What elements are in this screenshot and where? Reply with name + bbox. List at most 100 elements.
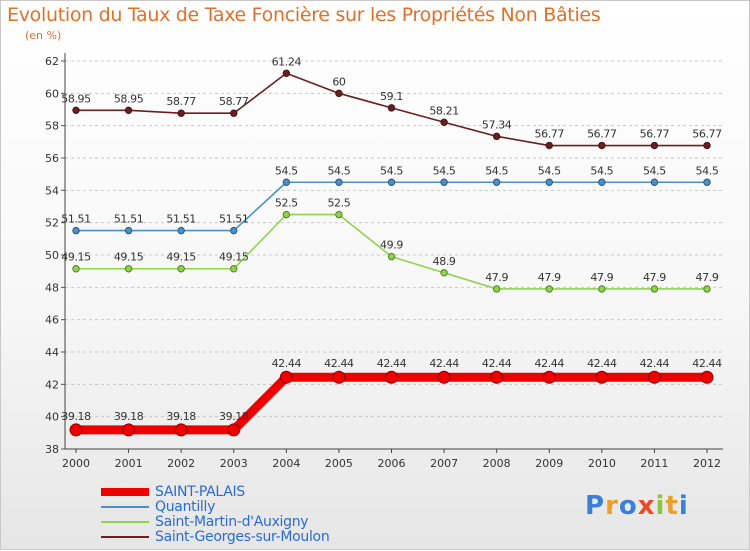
x-tick-label: 2003 — [220, 457, 248, 470]
data-label-saint-palais: 39.18 — [166, 410, 196, 423]
data-point-quantilly — [598, 178, 606, 186]
data-label-quantilly: 51.51 — [114, 213, 144, 226]
y-tick-label: 38 — [45, 443, 59, 456]
data-point-saint-georges-sur-moulon — [124, 106, 133, 115]
data-label-saint-martin-d-auxigny: 49.9 — [380, 239, 403, 252]
data-point-quantilly — [492, 178, 501, 186]
data-label-saint-palais: 42.44 — [587, 357, 617, 370]
data-label-quantilly: 54.5 — [327, 164, 350, 177]
data-point-saint-martin-d-auxigny — [650, 285, 659, 293]
data-point-saint-palais — [595, 370, 609, 384]
data-label-saint-georges-sur-moulon: 58.95 — [114, 92, 144, 105]
data-point-saint-palais — [385, 370, 398, 384]
x-tick-label: 2010 — [588, 457, 616, 470]
data-point-saint-georges-sur-moulon — [230, 109, 238, 117]
data-point-saint-palais — [437, 370, 451, 384]
data-point-saint-martin-d-auxigny — [124, 265, 133, 273]
data-label-saint-georges-sur-moulon: 59.1 — [380, 90, 403, 103]
data-label-saint-palais: 42.44 — [640, 357, 670, 370]
x-tick-label: 2006 — [378, 457, 406, 470]
logo-letter: P — [585, 491, 606, 521]
logo-letter: r — [605, 491, 619, 521]
x-tick-label: 2004 — [272, 457, 300, 470]
data-label-saint-martin-d-auxigny: 49.15 — [114, 251, 144, 264]
data-point-quantilly — [440, 178, 448, 186]
y-tick-label: 60 — [45, 87, 59, 100]
data-label-saint-martin-d-auxigny: 52.5 — [275, 197, 298, 210]
y-tick-label: 42 — [45, 378, 59, 391]
data-label-quantilly: 54.5 — [643, 164, 666, 177]
data-label-saint-georges-sur-moulon: 58.95 — [61, 92, 91, 105]
data-point-saint-georges-sur-moulon — [598, 141, 606, 150]
legend-label: Saint-Georges-sur-Moulon — [155, 529, 330, 545]
data-label-saint-martin-d-auxigny: 47.9 — [485, 271, 508, 284]
data-point-saint-palais — [174, 423, 188, 437]
data-label-saint-martin-d-auxigny: 49.15 — [219, 251, 249, 264]
data-point-saint-martin-d-auxigny — [177, 265, 185, 273]
data-point-saint-georges-sur-moulon — [335, 89, 343, 98]
data-label-quantilly: 51.51 — [219, 213, 249, 226]
data-point-saint-georges-sur-moulon — [650, 141, 659, 150]
data-point-saint-martin-d-auxigny — [72, 265, 80, 273]
chart-subtitle: (en %) — [25, 29, 62, 42]
data-label-saint-palais: 39.18 — [219, 410, 249, 423]
data-label-saint-palais: 42.44 — [535, 357, 565, 370]
data-point-saint-georges-sur-moulon — [440, 118, 448, 126]
data-point-saint-georges-sur-moulon — [282, 69, 291, 77]
x-tick-label: 2011 — [640, 457, 668, 470]
chart-title: Evolution du Taux de Taxe Foncière sur l… — [7, 4, 601, 26]
data-point-quantilly — [703, 178, 711, 186]
data-label-saint-martin-d-auxigny: 49.15 — [166, 251, 196, 264]
data-point-saint-martin-d-auxigny — [335, 210, 343, 219]
data-point-quantilly — [230, 226, 238, 235]
data-point-saint-georges-sur-moulon — [387, 104, 396, 112]
data-point-saint-martin-d-auxigny — [703, 285, 711, 293]
data-point-saint-palais — [69, 423, 83, 437]
data-label-saint-georges-sur-moulon: 60 — [332, 75, 346, 88]
data-point-quantilly — [282, 178, 291, 186]
data-point-saint-martin-d-auxigny — [545, 285, 553, 293]
data-point-quantilly — [545, 178, 553, 186]
data-point-saint-martin-d-auxigny — [387, 252, 396, 261]
legend-swatch — [101, 506, 149, 508]
y-tick-label: 48 — [45, 281, 59, 294]
data-point-saint-martin-d-auxigny — [230, 265, 238, 273]
data-label-saint-martin-d-auxigny: 47.9 — [696, 271, 719, 284]
logo-letter: x — [637, 491, 656, 521]
y-tick-label: 58 — [45, 120, 59, 133]
x-tick-label: 2001 — [115, 457, 143, 470]
data-label-saint-martin-d-auxigny: 47.9 — [643, 271, 666, 284]
data-point-saint-georges-sur-moulon — [492, 132, 501, 141]
legend-label: SAINT-PALAIS — [155, 484, 245, 500]
y-tick-label: 50 — [45, 249, 59, 262]
legend-swatch — [101, 536, 149, 538]
data-point-saint-palais — [490, 370, 504, 384]
data-label-quantilly: 54.5 — [538, 164, 561, 177]
data-label-saint-palais: 42.44 — [272, 357, 302, 370]
data-label-quantilly: 54.5 — [433, 164, 456, 177]
data-label-saint-georges-sur-moulon: 57.34 — [482, 118, 512, 131]
data-point-saint-martin-d-auxigny — [598, 285, 606, 293]
x-tick-label: 2002 — [167, 457, 195, 470]
y-tick-label: 54 — [45, 184, 59, 197]
data-label-saint-palais: 42.44 — [377, 357, 407, 370]
legend-swatch — [101, 488, 149, 496]
y-tick-label: 52 — [45, 217, 59, 230]
data-point-saint-georges-sur-moulon — [703, 141, 711, 150]
data-label-saint-palais: 42.44 — [692, 357, 722, 370]
logo-letter: t — [665, 491, 679, 521]
data-point-saint-martin-d-auxigny — [492, 285, 501, 293]
x-tick-label: 2008 — [483, 457, 511, 470]
data-point-saint-martin-d-auxigny — [282, 210, 291, 219]
data-label-saint-georges-sur-moulon: 56.77 — [587, 128, 617, 141]
y-tick-label: 46 — [45, 314, 59, 327]
data-label-saint-georges-sur-moulon: 58.21 — [429, 104, 459, 117]
data-point-saint-georges-sur-moulon — [177, 109, 185, 117]
y-tick-label: 56 — [45, 152, 59, 165]
data-label-quantilly: 51.51 — [166, 213, 196, 226]
data-label-saint-palais: 39.18 — [114, 410, 144, 423]
x-tick-label: 2000 — [62, 457, 90, 470]
legend-swatch — [101, 521, 149, 523]
